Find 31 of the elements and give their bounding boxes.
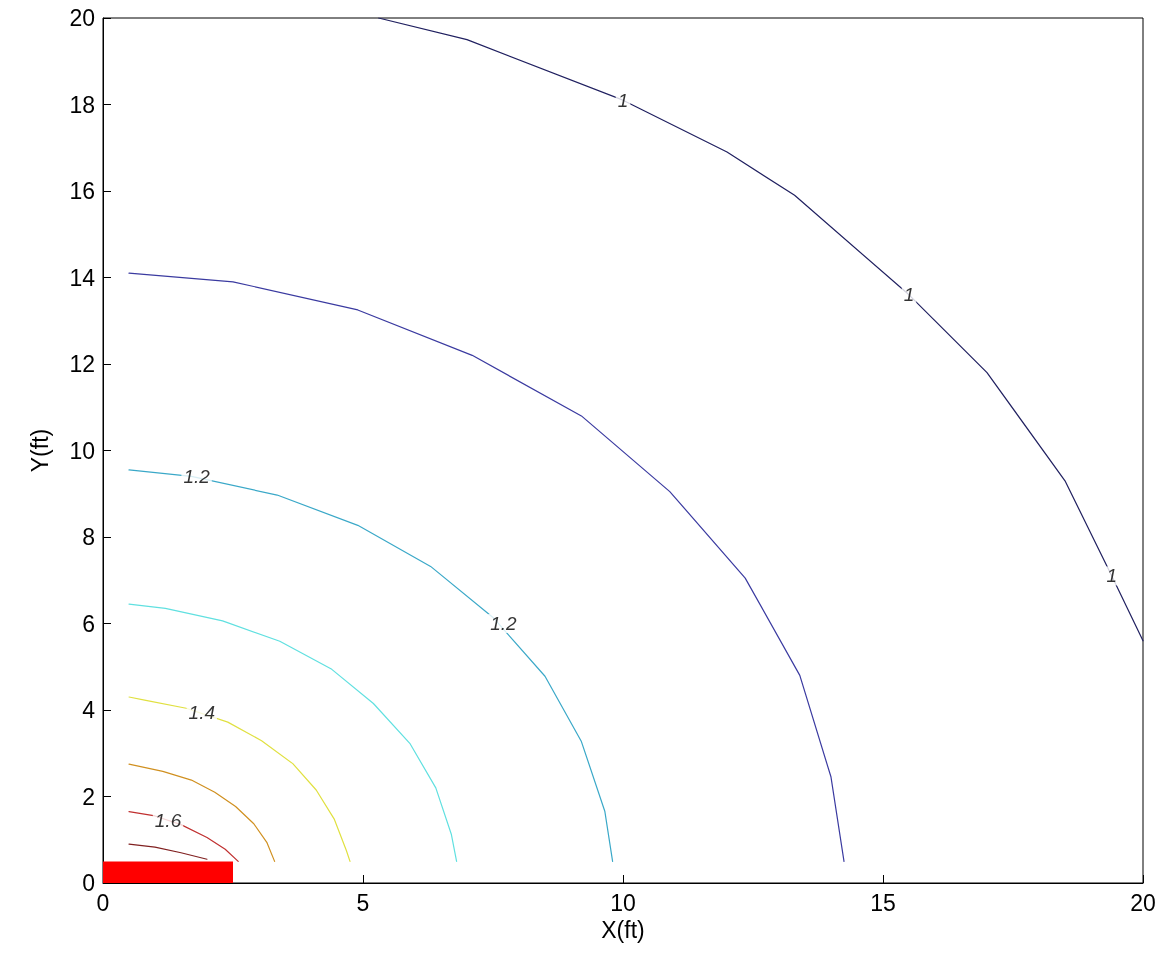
y-tick-label: 14 bbox=[69, 264, 96, 291]
annotation: 1.2 bbox=[183, 465, 211, 487]
y-tick-label: 6 bbox=[82, 610, 95, 637]
y-tick-label: 18 bbox=[69, 91, 95, 118]
line-series bbox=[128, 469, 614, 862]
y-tick-label: 20 bbox=[69, 5, 95, 31]
x-tick-label: 15 bbox=[870, 889, 896, 916]
y-axis-title: Y(ft) bbox=[26, 428, 53, 473]
y-tick-label: 8 bbox=[82, 524, 95, 550]
y-tick-label: 0 bbox=[82, 870, 95, 896]
line-series bbox=[128, 272, 845, 862]
y-tick-label: 4 bbox=[82, 697, 96, 723]
x-tick-label: 10 bbox=[610, 889, 636, 916]
y-tick-label: 10 bbox=[69, 437, 95, 464]
annotation: 1.2 bbox=[490, 613, 518, 634]
y-tick-label: 12 bbox=[69, 351, 95, 377]
annotation: 1 bbox=[617, 89, 629, 111]
annotation: 1.6 bbox=[154, 809, 182, 831]
line-series bbox=[128, 843, 208, 860]
y-tick-label: 2 bbox=[82, 783, 95, 810]
x-tick-label: 20 bbox=[1130, 889, 1156, 916]
line-series bbox=[128, 763, 276, 862]
line-series bbox=[128, 603, 458, 862]
y-tick-label: 16 bbox=[69, 178, 95, 204]
line-series bbox=[128, 696, 351, 862]
x-axis-title: X(ft) bbox=[601, 917, 645, 944]
x-tick-label: 5 bbox=[356, 889, 370, 916]
annotation: 1 bbox=[1106, 565, 1118, 587]
line-series bbox=[378, 17, 1144, 642]
annotation: 1 bbox=[903, 284, 915, 306]
annotation: 1.4 bbox=[188, 701, 216, 723]
